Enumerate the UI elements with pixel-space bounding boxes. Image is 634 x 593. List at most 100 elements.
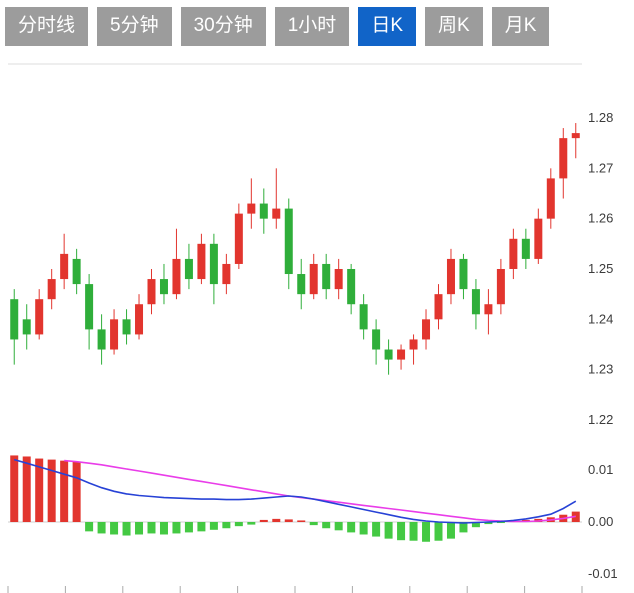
candle-down xyxy=(297,274,306,295)
price-axis-label: 1.22 xyxy=(588,412,613,427)
macd-bar-negative xyxy=(484,522,493,525)
candle-up xyxy=(484,304,493,315)
candle-down xyxy=(72,258,81,285)
macd-bar-negative xyxy=(147,522,156,534)
macd-bar-negative xyxy=(234,522,243,527)
macd-dif-line xyxy=(13,458,577,524)
candle-up xyxy=(147,279,156,305)
macd-axis-label: 0.00 xyxy=(588,514,613,529)
macd-bar-negative xyxy=(97,522,106,534)
macd-bar-positive xyxy=(22,456,31,522)
macd-bar-negative xyxy=(459,522,468,533)
candle-down xyxy=(521,238,530,259)
tab-5min[interactable]: 5分钟 xyxy=(97,7,172,46)
macd-dea-line xyxy=(64,459,576,523)
macd-bar-negative xyxy=(197,522,206,532)
macd-bar-positive xyxy=(35,458,44,522)
macd-bar-negative xyxy=(110,522,119,535)
candle-up xyxy=(434,294,443,320)
candle-up xyxy=(172,258,181,295)
candle-down xyxy=(459,258,468,290)
candle-down xyxy=(85,284,94,330)
price-axis-label: 1.24 xyxy=(588,311,613,326)
candle-down xyxy=(97,329,106,350)
macd-bar-negative xyxy=(309,522,318,526)
macd-bar-negative xyxy=(496,522,505,524)
tab-30min[interactable]: 30分钟 xyxy=(180,7,266,46)
tab-weekly-k[interactable]: 周K xyxy=(425,7,483,46)
price-axis-label: 1.28 xyxy=(588,110,613,125)
tab-1hour[interactable]: 1小时 xyxy=(274,7,350,46)
macd-bar-positive xyxy=(10,455,19,522)
candle-down xyxy=(347,268,356,305)
candle-down xyxy=(372,329,381,350)
macd-bar-positive xyxy=(272,518,281,522)
macd-bar-positive xyxy=(259,519,268,522)
candle-up xyxy=(35,299,44,335)
candle-down xyxy=(471,289,480,315)
tab-monthly-k[interactable]: 月K xyxy=(491,7,550,46)
price-axis-label: 1.26 xyxy=(588,211,613,226)
macd-bar-negative xyxy=(135,522,144,535)
candle-down xyxy=(159,279,168,295)
macd-bar-negative xyxy=(334,522,343,531)
candle-down xyxy=(322,263,331,290)
macd-bar-negative xyxy=(322,522,331,529)
price-axis-label: 1.23 xyxy=(588,362,613,377)
candle-up xyxy=(197,243,206,280)
candle-up xyxy=(60,253,69,280)
macd-bar-negative xyxy=(409,522,418,541)
candle-up xyxy=(222,263,231,285)
candle-down xyxy=(259,203,268,219)
candle-up xyxy=(234,213,243,264)
macd-bar-negative xyxy=(172,522,181,534)
candle-up xyxy=(135,304,144,335)
candle-up xyxy=(272,208,281,219)
candle-up xyxy=(397,349,406,360)
price-axis-label: 1.27 xyxy=(588,160,613,175)
macd-bar-negative xyxy=(471,522,480,528)
candle-up xyxy=(47,279,56,300)
macd-bar-positive xyxy=(60,460,69,522)
candle-up xyxy=(446,258,455,295)
candle-down xyxy=(284,208,293,275)
tab-timeline[interactable]: 分时线 xyxy=(5,7,89,46)
macd-bar-negative xyxy=(159,522,168,535)
candle-up xyxy=(496,268,505,305)
candle-down xyxy=(209,243,218,285)
candle-up xyxy=(571,133,580,139)
macd-bar-negative xyxy=(422,522,431,542)
macd-bar-positive xyxy=(72,461,81,522)
interval-toolbar: 分时线 5分钟 30分钟 1小时 日K 周K 月K xyxy=(5,7,629,46)
candle-up xyxy=(559,138,568,179)
candle-up xyxy=(409,339,418,350)
candle-up xyxy=(309,263,318,295)
candle-down xyxy=(10,299,19,340)
candle-down xyxy=(184,258,193,280)
macd-bar-negative xyxy=(209,522,218,530)
candle-up xyxy=(534,218,543,259)
candle-down xyxy=(359,304,368,330)
candle-up xyxy=(334,268,343,290)
candle-up xyxy=(546,178,555,219)
price-axis-label: 1.25 xyxy=(588,261,613,276)
macd-bar-positive xyxy=(284,519,293,522)
candle-up xyxy=(247,203,256,214)
candle-down xyxy=(122,319,131,335)
macd-bar-negative xyxy=(122,522,131,536)
macd-bar-negative xyxy=(184,522,193,533)
candle-down xyxy=(22,319,31,335)
macd-bar-positive xyxy=(47,459,56,522)
macd-bar-negative xyxy=(372,522,381,537)
macd-axis-label: -0.01 xyxy=(588,566,618,581)
macd-axis-label: 0.01 xyxy=(588,462,613,477)
tab-daily-k[interactable]: 日K xyxy=(358,7,416,46)
macd-bar-negative xyxy=(397,522,406,541)
candle-down xyxy=(384,349,393,360)
candle-up xyxy=(422,319,431,340)
macd-bar-positive xyxy=(297,520,306,522)
macd-bar-negative xyxy=(222,522,231,529)
macd-bar-negative xyxy=(384,522,393,539)
macd-bar-negative xyxy=(85,522,94,532)
